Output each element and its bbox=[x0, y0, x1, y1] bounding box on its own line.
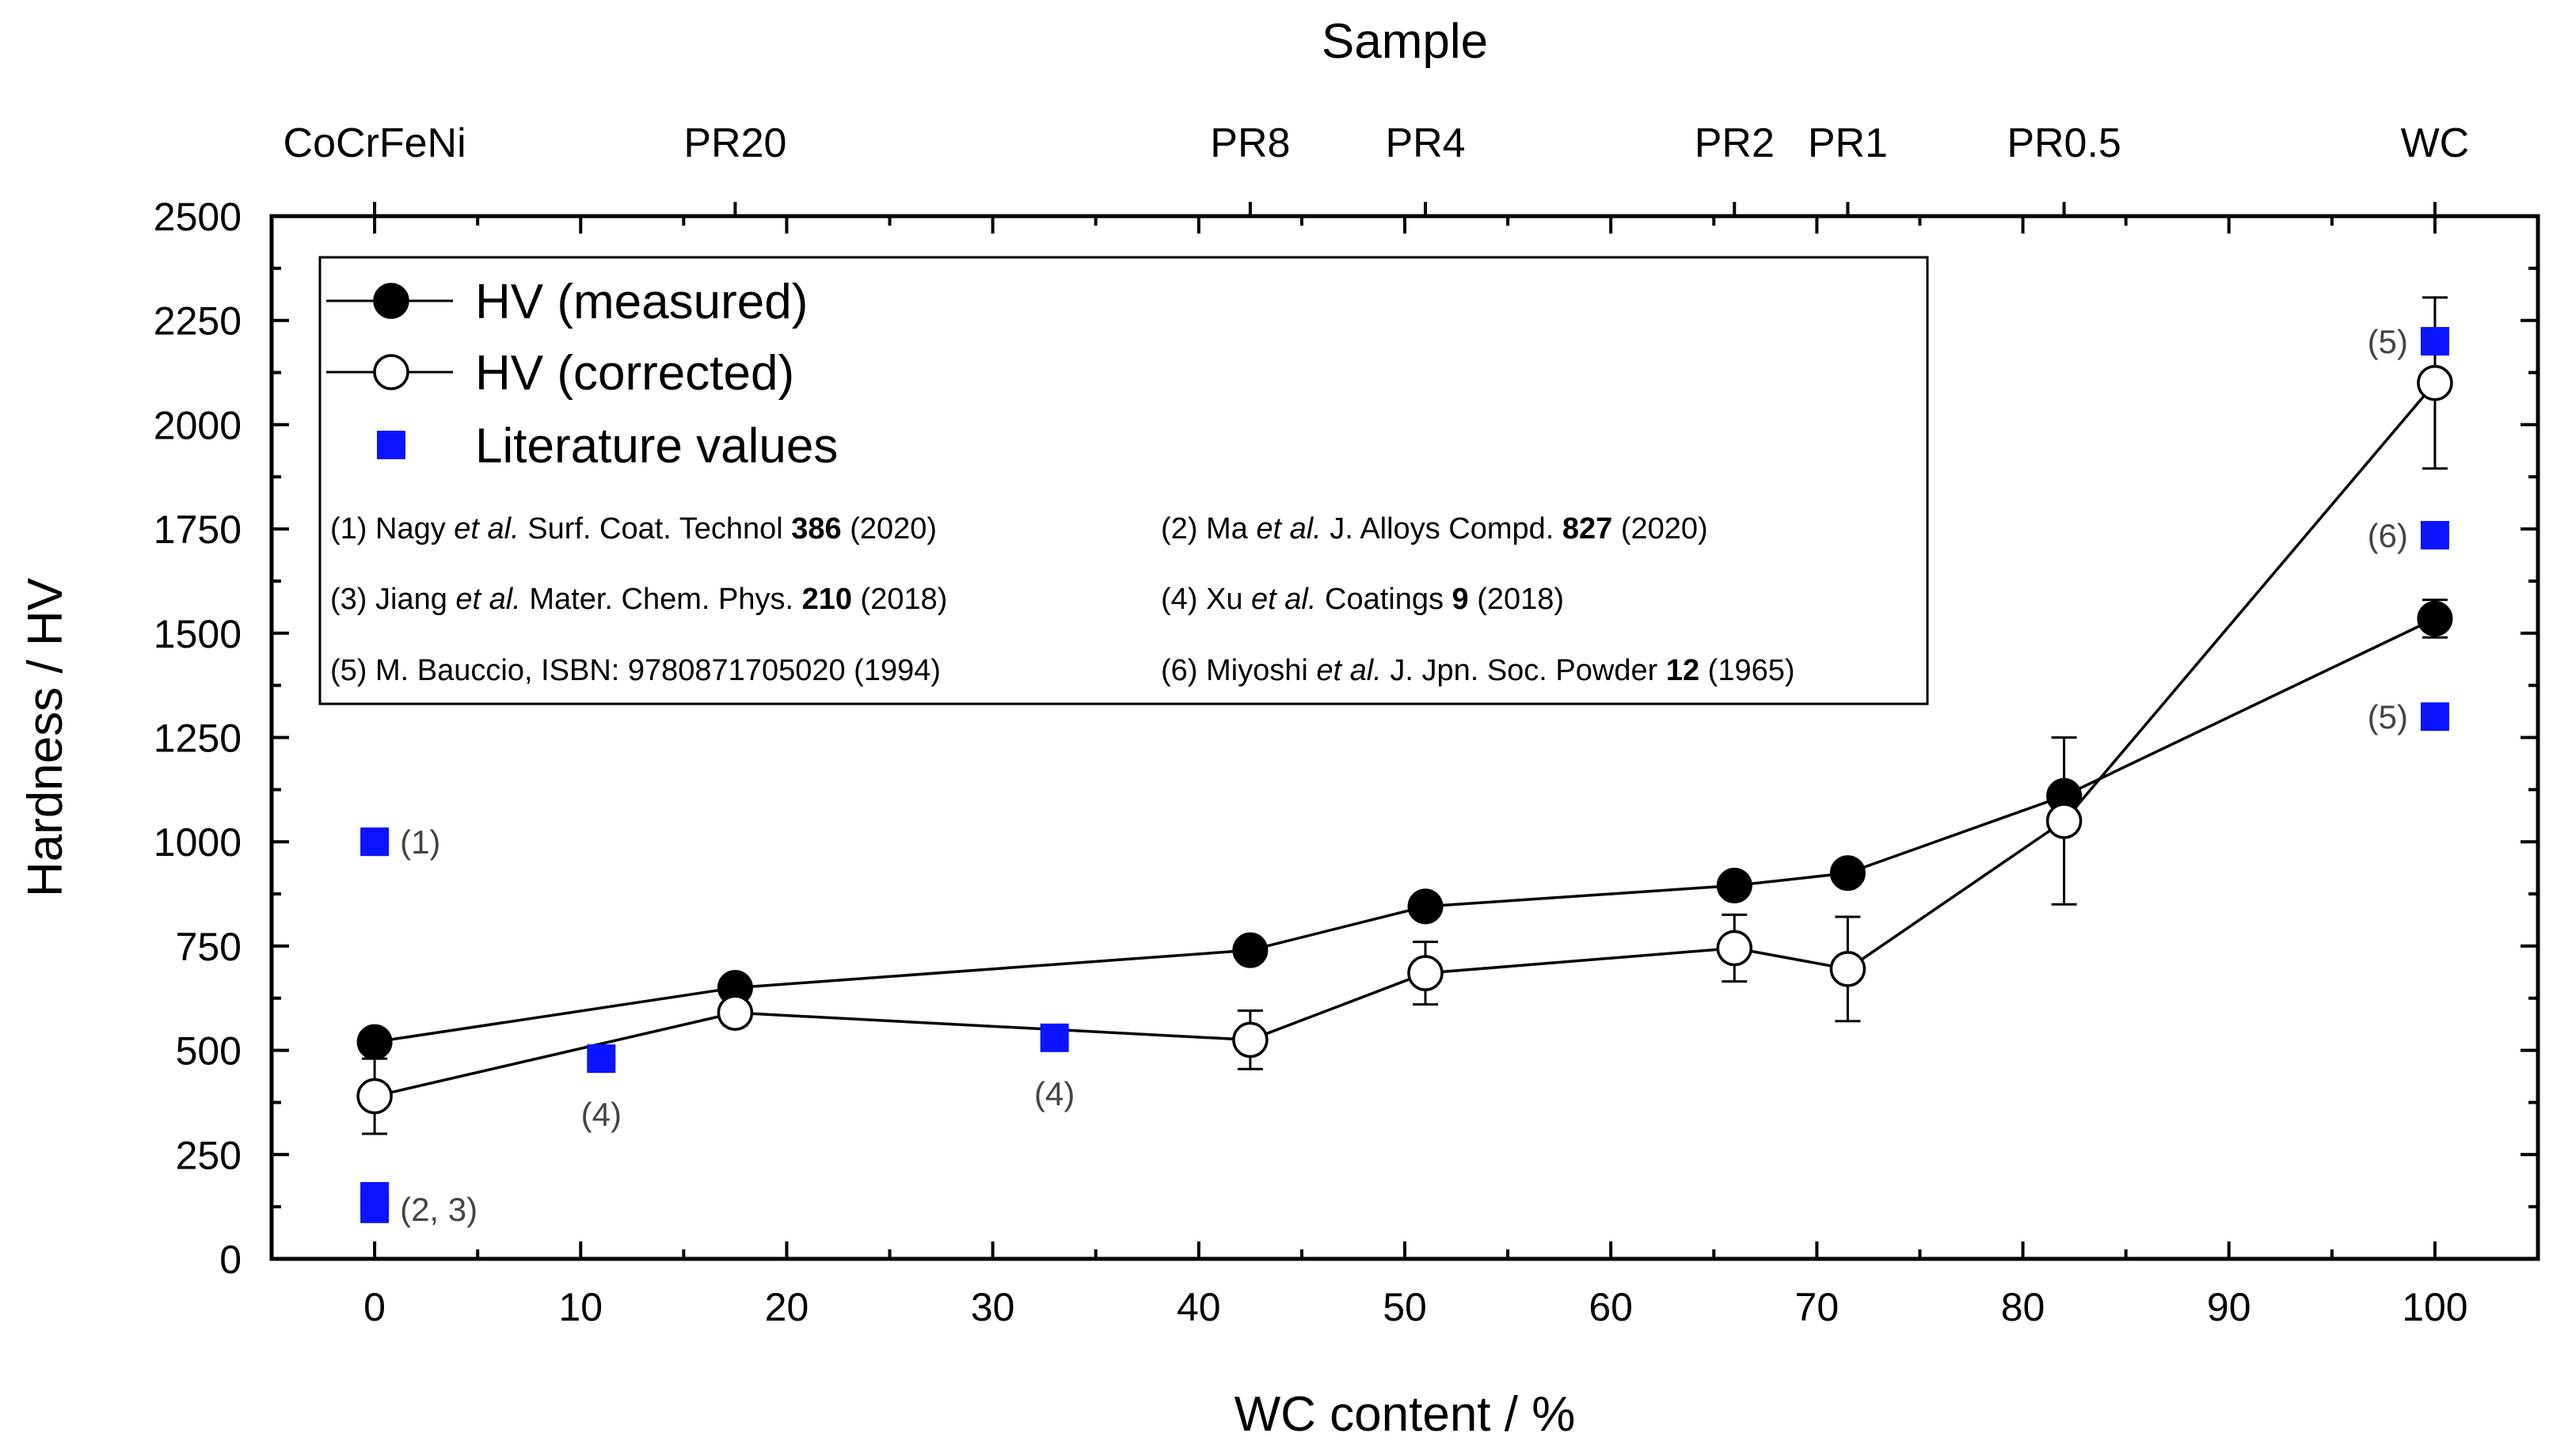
top-axis-label: PR1 bbox=[1808, 120, 1888, 166]
x-tick-label: 40 bbox=[1177, 1285, 1221, 1329]
literature-point bbox=[1040, 1023, 1069, 1052]
series-line-measured bbox=[374, 617, 2436, 1044]
y-tick-label: 1750 bbox=[154, 508, 242, 552]
legend-entry-label: HV (measured) bbox=[475, 275, 808, 329]
legend-reference: (1) Nagy et al. Surf. Coat. Technol 386 … bbox=[330, 512, 937, 546]
legend-reference: (6) Miyoshi et al. J. Jpn. Soc. Powder 1… bbox=[1161, 654, 1795, 687]
top-axis-label: PR2 bbox=[1695, 120, 1775, 166]
x-tick-label: 50 bbox=[1383, 1285, 1427, 1329]
measured-point bbox=[1829, 855, 1866, 891]
measured-point bbox=[1716, 868, 1752, 904]
x-tick-label: 90 bbox=[2207, 1285, 2251, 1329]
literature-ref-label: (2, 3) bbox=[400, 1191, 477, 1228]
top-axis-label: WC bbox=[2401, 120, 2470, 166]
legend-marker-literature bbox=[377, 431, 405, 459]
legend-reference: (2) Ma et al. J. Alloys Compd. 827 (2020… bbox=[1161, 512, 1708, 546]
top-axis-label: PR20 bbox=[683, 120, 786, 166]
y-tick-label: 250 bbox=[176, 1133, 242, 1177]
y-axis-title: Hardness / HV bbox=[18, 577, 73, 897]
literature-ref-label: (5) bbox=[2368, 698, 2408, 736]
literature-point bbox=[360, 827, 390, 857]
corrected-point bbox=[2417, 364, 2453, 401]
corrected-point bbox=[1407, 955, 1444, 991]
y-tick-label: 0 bbox=[219, 1237, 242, 1282]
x-tick-label: 30 bbox=[971, 1285, 1015, 1329]
y-tick-label: 500 bbox=[176, 1029, 242, 1074]
legend-reference: (5) M. Bauccio, ISBN: 9780871705020 (199… bbox=[330, 654, 941, 687]
legend-entry-label: HV (corrected) bbox=[475, 346, 794, 401]
literature-point bbox=[587, 1044, 616, 1074]
literature-ref-label: (4) bbox=[581, 1096, 622, 1133]
legend-reference: (4) Xu et al. Coatings 9 (2018) bbox=[1161, 583, 1564, 616]
legend-reference: (3) Jiang et al. Mater. Chem. Phys. 210 … bbox=[330, 583, 947, 616]
literature-ref-label: (6) bbox=[2368, 517, 2408, 554]
literature-point bbox=[2420, 521, 2449, 550]
corrected-point bbox=[2045, 803, 2083, 839]
y-tick-label: 2000 bbox=[154, 403, 242, 447]
y-tick-label: 1500 bbox=[154, 612, 242, 656]
legend-entry-label: Literature values bbox=[475, 419, 838, 473]
top-axis-label: PR0.5 bbox=[2007, 120, 2121, 166]
x-axis-title: WC content / % bbox=[1235, 1387, 1576, 1442]
x-tick-label: 10 bbox=[558, 1285, 603, 1329]
x-tick-label: 70 bbox=[1795, 1285, 1840, 1329]
literature-point bbox=[360, 1194, 390, 1223]
literature-point bbox=[2420, 327, 2449, 356]
measured-point bbox=[1232, 932, 1269, 968]
corrected-point bbox=[1232, 1021, 1269, 1059]
top-axis-label: PR8 bbox=[1210, 120, 1290, 166]
literature-ref-label: (4) bbox=[1034, 1075, 1075, 1112]
legend-box bbox=[318, 256, 1929, 705]
corrected-point bbox=[356, 1078, 393, 1115]
series-line-corrected bbox=[374, 382, 2437, 1098]
corrected-point bbox=[1829, 951, 1866, 987]
literature-point bbox=[2420, 702, 2449, 732]
measured-point bbox=[356, 1024, 393, 1060]
legend-marker-measured bbox=[373, 283, 409, 319]
x-tick-label: 20 bbox=[765, 1285, 809, 1329]
x-tick-label: 60 bbox=[1588, 1285, 1633, 1329]
y-tick-label: 2250 bbox=[154, 299, 242, 344]
x-tick-label: 80 bbox=[2001, 1285, 2045, 1329]
corrected-point bbox=[717, 994, 754, 1031]
top-axis-label: CoCrFeNi bbox=[283, 120, 466, 166]
x-tick-label: 100 bbox=[2402, 1285, 2467, 1329]
x-tick-label: 0 bbox=[363, 1285, 386, 1329]
measured-point bbox=[2417, 600, 2453, 637]
y-tick-label: 1250 bbox=[154, 717, 242, 761]
top-axis-title: Sample bbox=[1322, 14, 1488, 69]
literature-ref-label: (1) bbox=[400, 823, 440, 861]
y-tick-label: 750 bbox=[176, 925, 242, 969]
corrected-point bbox=[1716, 929, 1753, 967]
top-axis-label: PR4 bbox=[1385, 120, 1465, 166]
y-tick-label: 2500 bbox=[154, 195, 242, 239]
literature-ref-label: (5) bbox=[2368, 323, 2408, 360]
measured-point bbox=[1407, 888, 1444, 925]
legend-marker-corrected bbox=[373, 354, 409, 390]
y-tick-label: 1000 bbox=[154, 820, 242, 865]
